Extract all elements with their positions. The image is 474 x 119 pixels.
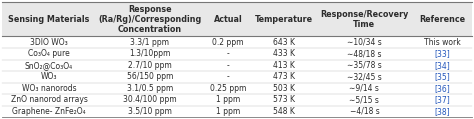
Text: 56/150 ppm: 56/150 ppm xyxy=(127,72,173,81)
Text: ZnO nanorod arrays: ZnO nanorod arrays xyxy=(10,95,88,104)
Text: -: - xyxy=(227,72,229,81)
Text: Actual: Actual xyxy=(214,15,243,24)
Text: Reference: Reference xyxy=(419,15,465,24)
Text: [33]: [33] xyxy=(435,49,450,58)
Text: Response
(Ra/Rg)/Corresponding
Concentration: Response (Ra/Rg)/Corresponding Concentra… xyxy=(98,5,201,34)
Text: -: - xyxy=(227,61,229,70)
Text: This work: This work xyxy=(424,38,461,47)
Text: ∼9/14 s: ∼9/14 s xyxy=(349,84,379,93)
Text: Sensing Materials: Sensing Materials xyxy=(9,15,90,24)
Text: ∼35/78 s: ∼35/78 s xyxy=(347,61,382,70)
Text: 3.1/0.5 ppm: 3.1/0.5 ppm xyxy=(127,84,173,93)
Text: 433 K: 433 K xyxy=(273,49,295,58)
Text: 3DIO WO₃: 3DIO WO₃ xyxy=(30,38,68,47)
Text: [37]: [37] xyxy=(435,95,450,104)
Text: 473 K: 473 K xyxy=(273,72,295,81)
Text: SnO₂@Co₃O₄: SnO₂@Co₃O₄ xyxy=(25,61,73,70)
Text: [35]: [35] xyxy=(435,72,450,81)
Text: 0.2 ppm: 0.2 ppm xyxy=(212,38,244,47)
Text: Temperature: Temperature xyxy=(255,15,313,24)
Text: WO₃ nanorods: WO₃ nanorods xyxy=(22,84,76,93)
Text: [36]: [36] xyxy=(435,84,450,93)
Text: 573 K: 573 K xyxy=(273,95,295,104)
Text: 1.3/10ppm: 1.3/10ppm xyxy=(129,49,171,58)
Text: ∼32/45 s: ∼32/45 s xyxy=(347,72,382,81)
Text: 1 ppm: 1 ppm xyxy=(216,95,240,104)
Text: 30.4/100 ppm: 30.4/100 ppm xyxy=(123,95,177,104)
Text: 413 K: 413 K xyxy=(273,61,295,70)
Text: Co₃O₄ pure: Co₃O₄ pure xyxy=(28,49,70,58)
Text: −4/18 s: −4/18 s xyxy=(349,107,379,116)
Text: 2.7/10 ppm: 2.7/10 ppm xyxy=(128,61,172,70)
Text: 548 K: 548 K xyxy=(273,107,295,116)
Text: 3.3/1 ppm: 3.3/1 ppm xyxy=(130,38,170,47)
Text: ∼48/18 s: ∼48/18 s xyxy=(347,49,382,58)
Text: [38]: [38] xyxy=(435,107,450,116)
Text: [34]: [34] xyxy=(435,61,450,70)
Text: Graphene- ZnFe₂O₄: Graphene- ZnFe₂O₄ xyxy=(12,107,86,116)
Bar xyxy=(2,2,472,36)
Text: ∼10/34 s: ∼10/34 s xyxy=(347,38,382,47)
Text: -: - xyxy=(227,49,229,58)
Text: 1 ppm: 1 ppm xyxy=(216,107,240,116)
Text: 643 K: 643 K xyxy=(273,38,295,47)
Text: ∼5/15 s: ∼5/15 s xyxy=(349,95,379,104)
Text: Response/Recovery
Time: Response/Recovery Time xyxy=(320,10,409,29)
Text: WO₃: WO₃ xyxy=(41,72,57,81)
Text: 3.5/10 ppm: 3.5/10 ppm xyxy=(128,107,172,116)
Text: 503 K: 503 K xyxy=(273,84,295,93)
Text: 0.25 ppm: 0.25 ppm xyxy=(210,84,246,93)
